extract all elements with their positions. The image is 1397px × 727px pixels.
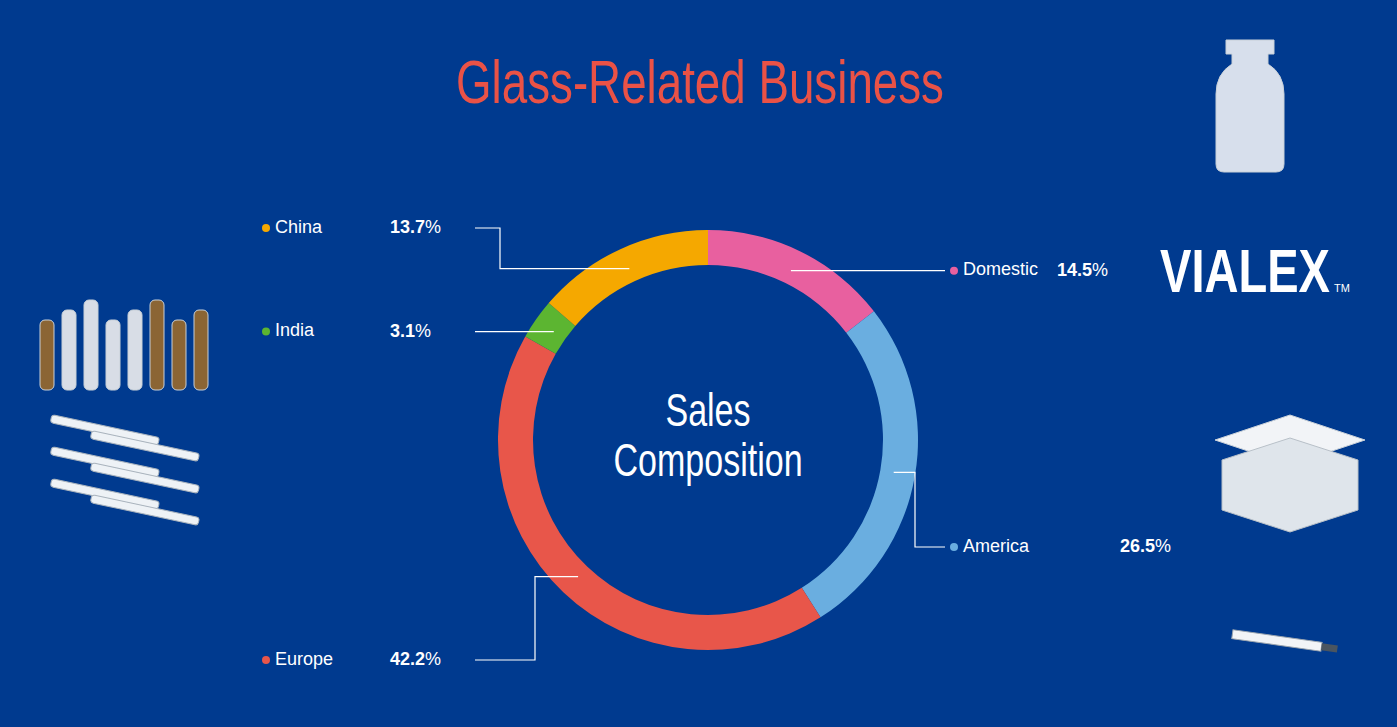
data-label: 3.1% [390,320,431,340]
legend-dot [262,224,270,232]
background [0,0,1397,727]
data-label: 14.5% [1057,259,1108,279]
vial-icon [1216,40,1284,172]
slice [802,311,918,617]
legend-dot [950,267,958,275]
category-label: India [275,320,315,340]
slice [498,337,821,650]
leader-line [475,577,578,660]
slice [549,230,708,326]
ampoule-icon [194,310,208,390]
tube-icon [90,463,199,494]
syringe-icon [1232,630,1322,651]
ampoule-icon [128,310,142,390]
product-icons [40,40,1365,652]
center-text: SalesComposition [613,384,802,486]
category-label: China [275,217,323,237]
ampoule-icon [150,300,164,390]
ampoule-icon [106,320,120,390]
ampoule-icon [172,320,186,390]
category-label: Europe [275,649,333,669]
legend-dot [262,328,270,336]
leader-line [791,270,945,271]
tray-body [1222,438,1358,532]
brand-name: VIALEX [1160,236,1330,305]
canvas: Glass-Related BusinessSalesCompositionDo… [0,0,1397,727]
data-label: 42.2% [390,649,441,669]
data-label: 13.7% [390,217,441,237]
leader-line [475,331,554,332]
title: Glass-Related Business [456,47,944,116]
legend-dot [262,656,270,664]
labels: Domestic 14.5% America 26.5% Europe 42.2% Indi… [262,217,1171,669]
leader-line [475,228,629,269]
category-label: Domestic [963,259,1038,279]
donut [498,230,918,650]
ampoule-icon [84,300,98,390]
legend-dot [950,543,958,551]
slice [708,230,874,333]
data-label: 26.5% [1120,536,1171,556]
tube-icon [90,495,199,526]
ampoule-icon [62,310,76,390]
syringe-tip [1321,643,1338,652]
tube-icon [90,431,199,462]
category-label: America [963,536,1030,556]
brand-trademark: TM [1334,282,1350,294]
leader-line [894,472,945,547]
ampoule-icon [40,320,54,390]
